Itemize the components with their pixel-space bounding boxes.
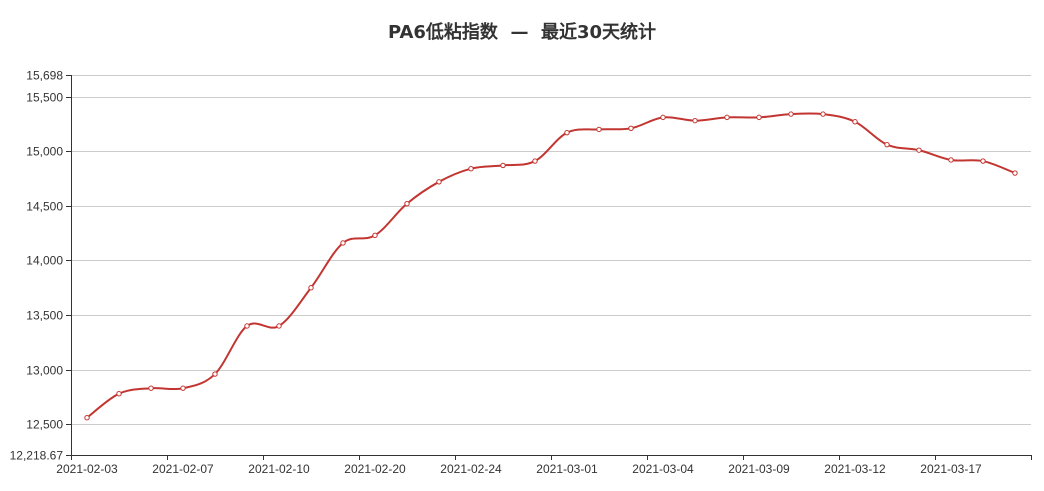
data-point <box>276 323 282 329</box>
x-tick-label: 2021-02-03 <box>56 462 118 476</box>
data-point <box>340 240 346 246</box>
y-tick-label: 12,218.67 <box>10 449 64 463</box>
data-point <box>404 200 410 207</box>
y-tick-label: 14,500 <box>26 200 63 214</box>
data-point <box>692 117 698 124</box>
data-point <box>628 125 634 132</box>
data-point <box>948 157 954 163</box>
data-point <box>884 141 890 148</box>
data-point <box>756 114 762 121</box>
data-point <box>980 158 986 164</box>
y-tick-label: 12,500 <box>26 418 63 432</box>
data-point <box>180 385 186 391</box>
data-point <box>500 162 506 169</box>
data-point <box>820 111 826 117</box>
data-point <box>116 390 122 397</box>
data-point <box>724 114 730 121</box>
x-tick-label: 2021-02-07 <box>152 462 214 476</box>
axes <box>66 75 1032 460</box>
data-point <box>212 371 218 377</box>
data-point <box>372 232 378 239</box>
data-point <box>244 323 250 329</box>
data-point <box>596 126 602 133</box>
data-point <box>308 285 314 291</box>
data-point <box>852 119 858 125</box>
y-tick-label: 14,000 <box>26 254 63 268</box>
data-point <box>1012 170 1018 176</box>
y-tick-label: 13,500 <box>26 309 63 323</box>
x-tick-label: 2021-03-17 <box>920 462 982 476</box>
data-point <box>148 385 154 391</box>
series-layer <box>84 111 1018 421</box>
tick-labels: 12,218.67 12,500 13,000 13,500 14,000 14,500 1… <box>10 69 982 477</box>
x-tick-label: 2021-02-10 <box>248 462 310 476</box>
data-point <box>916 147 922 153</box>
y-tick-label: 15,500 <box>26 91 63 105</box>
data-point <box>84 415 90 421</box>
data-point <box>564 129 570 136</box>
x-tick-label: 2021-03-01 <box>536 462 598 476</box>
data-point <box>788 111 794 117</box>
x-tick-label: 2021-03-12 <box>824 462 886 476</box>
x-tick-label: 2021-03-04 <box>632 462 694 476</box>
data-point <box>532 158 538 164</box>
data-point <box>468 166 474 172</box>
data-point <box>436 179 442 185</box>
x-tick-label: 2021-03-09 <box>728 462 790 476</box>
x-tick-label: 2021-02-24 <box>440 462 502 476</box>
y-tick-label: 13,000 <box>26 364 63 378</box>
grid-lines <box>71 75 1031 425</box>
y-tick-label: 15,698 <box>26 69 63 83</box>
chart-title: PA6低粘指数 — 最近30天统计 <box>387 22 657 43</box>
x-tick-label: 2021-02-20 <box>344 462 406 476</box>
data-point <box>660 114 666 121</box>
y-tick-label: 15,000 <box>26 145 63 159</box>
series-line <box>86 112 1016 419</box>
